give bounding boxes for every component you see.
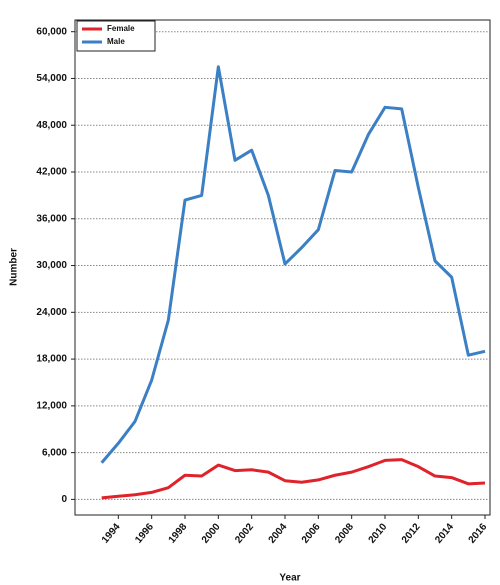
x-tick-label: 2016: [467, 521, 490, 545]
y-tick-label: 42,000: [36, 167, 67, 178]
y-tick-label: 6,000: [42, 447, 67, 458]
y-tick-label: 48,000: [36, 120, 67, 131]
legend-label: Female: [107, 24, 135, 33]
data-line: [100, 65, 486, 464]
x-tick-label: 2004: [267, 521, 290, 545]
y-axis-label: Number: [9, 248, 20, 286]
y-tick-label: 30,000: [36, 260, 67, 271]
legend-label: Male: [107, 37, 125, 46]
x-tick-label: 2008: [333, 521, 356, 545]
y-tick-label: 18,000: [36, 354, 67, 365]
x-axis-label: Year: [279, 573, 300, 584]
x-tick-label: 2006: [300, 521, 323, 545]
x-tick-label: 1994: [100, 521, 123, 545]
y-tick-label: 36,000: [36, 213, 67, 224]
y-tick-label: 60,000: [36, 26, 67, 37]
x-tick-label: 2012: [400, 521, 423, 545]
legend-box: [76, 20, 156, 52]
data-line: [101, 458, 486, 500]
x-tick-label: 2002: [233, 521, 256, 545]
x-tick-label: 2014: [433, 521, 456, 545]
x-tick-label: 1998: [167, 521, 190, 545]
x-tick-label: 1996: [133, 521, 156, 545]
y-tick-label: 54,000: [36, 73, 67, 84]
x-tick-label: 2000: [200, 521, 223, 545]
plot-frame: [74, 19, 491, 516]
y-tick-label: 24,000: [36, 307, 67, 318]
y-tick-label: 12,000: [36, 401, 67, 412]
y-tick-label: 0: [61, 494, 67, 505]
x-tick-label: 2010: [367, 521, 390, 545]
